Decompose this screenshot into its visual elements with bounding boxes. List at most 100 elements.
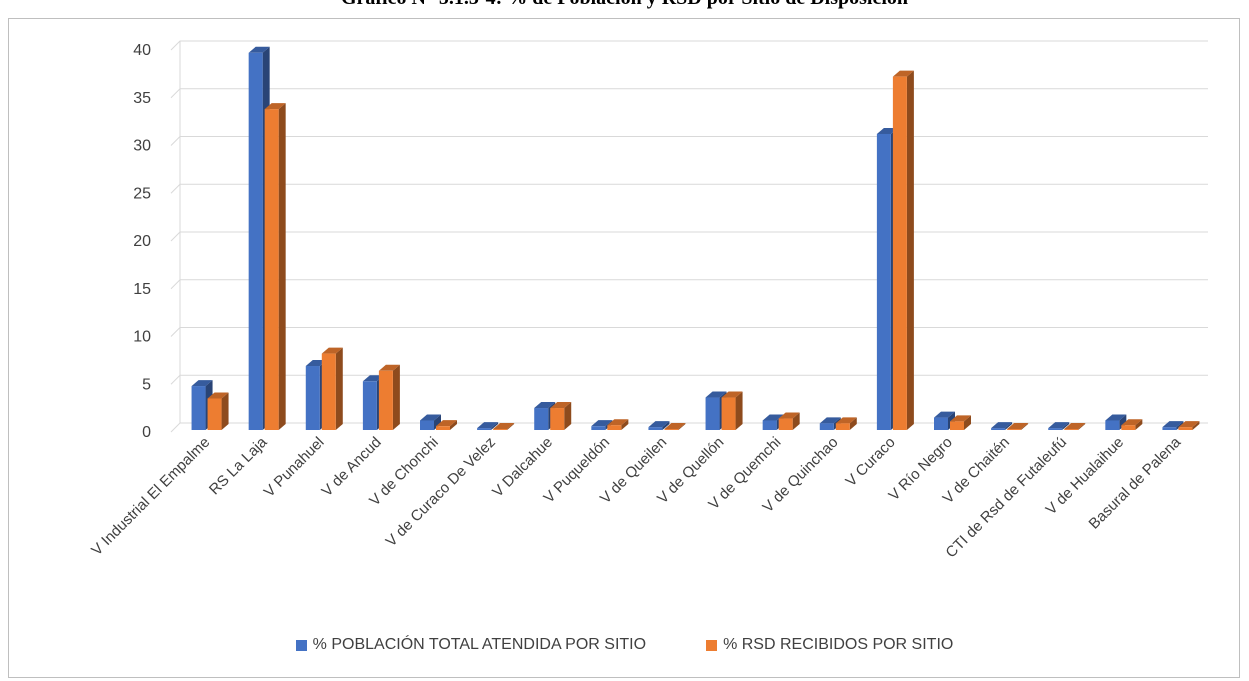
gridline: [170, 327, 1208, 337]
chart-frame: [8, 18, 1240, 678]
bar-front: [1178, 427, 1193, 430]
bar-side: [1176, 421, 1184, 430]
bar-front: [420, 420, 434, 430]
bar-top: [248, 46, 270, 53]
bar-top: [420, 414, 441, 421]
bar-front: [664, 429, 679, 430]
bar-side: [1119, 414, 1127, 430]
bar-side: [1062, 422, 1070, 430]
bar-front: [991, 428, 1006, 430]
bar-rsd: [378, 364, 400, 430]
bar-front: [1048, 428, 1063, 430]
x-tick-label: V Industrial El Empalme: [88, 434, 213, 559]
bar-front: [778, 418, 793, 430]
bar-poblacion: [1162, 421, 1184, 430]
bar-top: [550, 402, 572, 409]
bar-side: [434, 414, 441, 430]
bar-top: [892, 70, 914, 77]
bar-rsd: [607, 419, 629, 430]
bar-side: [964, 415, 971, 430]
bar-top: [607, 419, 629, 426]
bar-front: [191, 386, 206, 430]
bar-front: [950, 421, 964, 430]
bar-poblacion: [991, 422, 1013, 430]
bar-side: [564, 402, 572, 430]
gridline: [170, 183, 1208, 194]
y-tick-label: 0: [142, 424, 151, 441]
legend: % POBLACIÓN TOTAL ATENDIDA POR SITIO % R…: [0, 636, 1249, 654]
bar-side: [792, 412, 800, 430]
bar-front: [1162, 427, 1177, 430]
bar-front: [477, 428, 492, 430]
bar-side: [450, 420, 457, 430]
bar-side: [1192, 421, 1200, 430]
bar-side: [849, 417, 857, 430]
x-tick-label: V Curaco: [842, 434, 898, 490]
bar-top: [321, 347, 343, 354]
bar-top: [436, 420, 457, 427]
bar-top: [835, 417, 857, 424]
bar-poblacion: [420, 414, 441, 430]
bar-top: [207, 392, 229, 399]
bar-rsd: [892, 70, 914, 431]
title-strip: Gráfico N° 5.1.3-4: % de Población y RSD…: [0, 0, 1249, 18]
bar-side: [735, 391, 743, 430]
bar-side: [906, 70, 914, 431]
bar-top: [648, 421, 670, 428]
bar-poblacion: [477, 422, 499, 430]
bar-top: [876, 127, 898, 134]
bar-rsd: [321, 347, 343, 430]
bar-front: [892, 76, 907, 431]
gridline: [170, 279, 1208, 290]
y-tick-label: 20: [133, 233, 151, 250]
bar-side: [1021, 423, 1029, 430]
bar-side: [678, 423, 686, 430]
bar-top: [721, 391, 743, 398]
bar-front: [248, 52, 263, 431]
bar-top: [1064, 423, 1086, 430]
bar-rsd: [550, 402, 572, 430]
bar-front: [264, 109, 279, 431]
bar-side: [491, 422, 499, 430]
bar-top: [591, 420, 613, 427]
bar-front: [378, 370, 393, 430]
gridline: [170, 88, 1208, 99]
bar-top: [762, 414, 784, 421]
bar-top: [191, 380, 213, 387]
bar-front: [1007, 429, 1022, 430]
y-axis-ticks: 0 5 10 15 20 25 30 35 40: [133, 42, 151, 441]
bar-front: [1064, 429, 1079, 430]
bar-rsd: [1007, 423, 1029, 430]
bar-top: [362, 375, 384, 382]
gridline: [170, 231, 1208, 242]
bar-top: [1178, 421, 1200, 428]
bar-poblacion: [1105, 414, 1127, 430]
bar-front: [591, 426, 606, 430]
y-tick-label: 5: [142, 376, 151, 393]
legend-item-poblacion: % POBLACIÓN TOTAL ATENDIDA POR SITIO: [295, 636, 646, 654]
y-tick-label: 30: [133, 138, 151, 155]
bar-top: [664, 423, 686, 430]
bar-front: [835, 423, 850, 430]
bar-side: [392, 364, 400, 430]
bar-poblacion: [648, 421, 670, 430]
bar-rsd: [493, 423, 515, 430]
bar-front: [705, 397, 720, 430]
bar-top: [819, 417, 841, 424]
legend-label-rsd: % RSD RECIBIDOS POR SITIO: [723, 636, 954, 653]
bar-rsd: [1121, 419, 1143, 430]
gridlines: [170, 40, 1208, 433]
bar-side: [221, 392, 229, 430]
x-tick-label: V Punahuel: [261, 434, 328, 501]
bar-front: [934, 417, 948, 430]
bar-front: [876, 133, 891, 430]
bar-top: [493, 423, 515, 430]
bar-rsd: [721, 391, 743, 430]
bar-top: [1048, 422, 1070, 429]
bar-rsd: [1064, 423, 1086, 430]
bar-side: [662, 421, 670, 430]
y-tick-label: 25: [133, 185, 151, 202]
bar-side: [1005, 422, 1013, 430]
